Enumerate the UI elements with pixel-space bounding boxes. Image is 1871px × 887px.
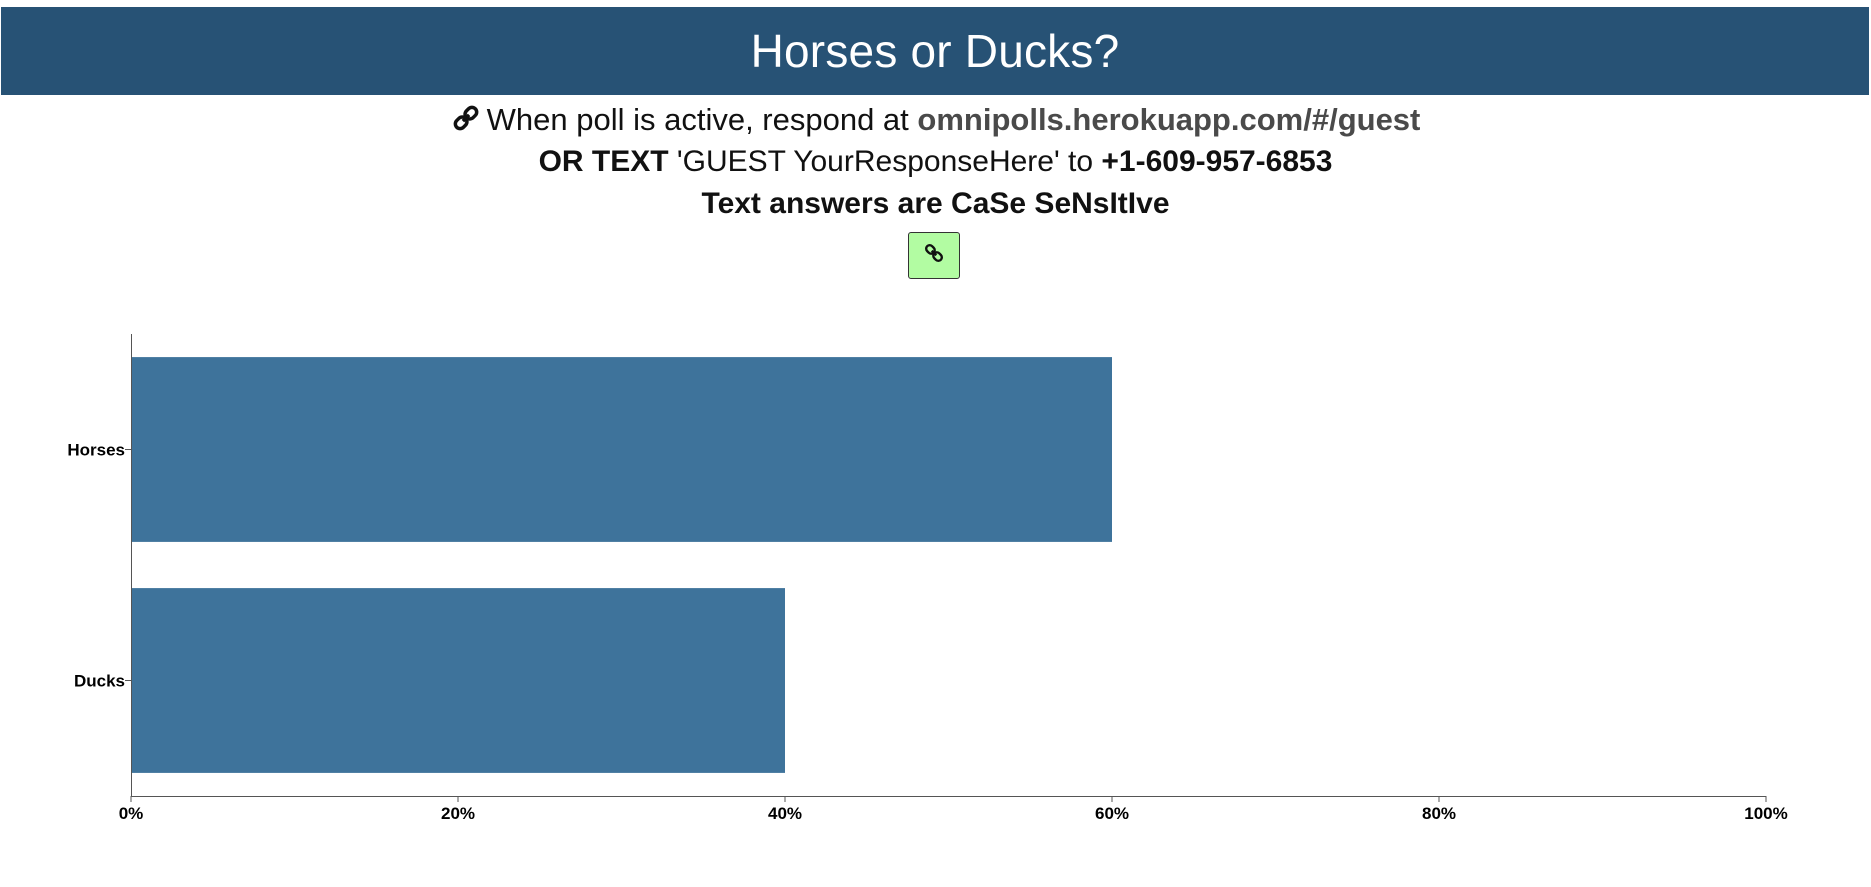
respond-prefix: When poll is active, respond at xyxy=(486,102,918,137)
bar-ducks xyxy=(131,588,785,773)
x-tick-label: 40% xyxy=(768,804,802,823)
text-instructions-middle: 'GUEST YourResponseHere' to xyxy=(668,145,1102,178)
poll-title: Horses or Ducks? xyxy=(750,25,1120,77)
or-text-label: OR TEXT xyxy=(538,145,669,178)
copy-link-button[interactable] xyxy=(908,232,960,279)
y-tick-label-horses: Horses xyxy=(67,441,125,460)
x-tick-label: 0% xyxy=(119,804,144,823)
bar-horses xyxy=(131,357,1112,542)
respond-instructions: When poll is active, respond at omnipoll… xyxy=(0,102,1871,141)
x-tick-label: 80% xyxy=(1422,804,1456,823)
y-tick-label-ducks: Ducks xyxy=(74,672,125,691)
text-instructions: OR TEXT 'GUEST YourResponseHere' to +1-6… xyxy=(0,145,1871,179)
phone-number: +1-609-957-6853 xyxy=(1101,145,1333,178)
guest-url[interactable]: omnipolls.herokuapp.com/#/guest xyxy=(917,102,1421,137)
case-sensitive-note: Text answers are CaSe SeNsItIve xyxy=(701,187,1170,220)
x-tick-label: 60% xyxy=(1095,804,1129,823)
x-tick-label: 20% xyxy=(441,804,475,823)
x-tick-label: 100% xyxy=(1744,804,1787,823)
header-bar: Horses or Ducks? xyxy=(1,7,1869,95)
link-icon xyxy=(451,103,481,141)
link-icon xyxy=(923,242,945,269)
